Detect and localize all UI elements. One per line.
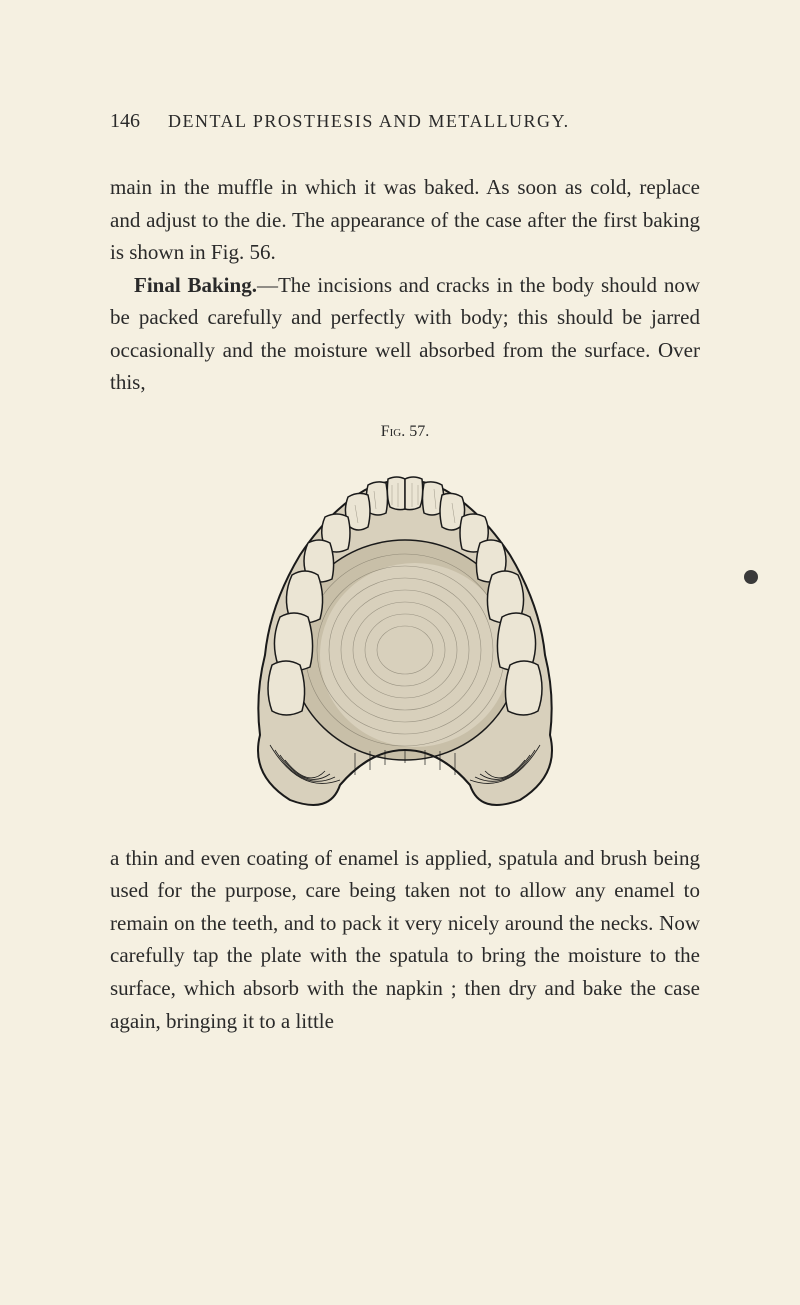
page-header: 146 DENTAL PROSTHESIS AND METALLURGY.	[110, 110, 700, 133]
chapter-title: DENTAL PROSTHESIS AND METALLURGY.	[168, 111, 570, 131]
figure-caption: Fig. 57.	[110, 423, 700, 441]
body-text-block-1: main in the muffle in which it was baked…	[110, 171, 700, 399]
body-text-block-2: a thin and even coating of enamel is app…	[110, 842, 700, 1037]
page-artifact-dot	[744, 570, 758, 584]
bold-term-final-baking: Final Baking.	[134, 273, 257, 297]
paragraph-3: a thin and even coating of enamel is app…	[110, 842, 700, 1037]
page-number: 146	[110, 110, 140, 132]
paragraph-2: Final Baking.—The incisions and cracks i…	[110, 269, 700, 399]
paragraph-1: main in the muffle in which it was baked…	[110, 171, 700, 269]
figure-container: Fig. 57.	[110, 423, 700, 820]
dental-prosthesis-illustration	[200, 455, 610, 820]
